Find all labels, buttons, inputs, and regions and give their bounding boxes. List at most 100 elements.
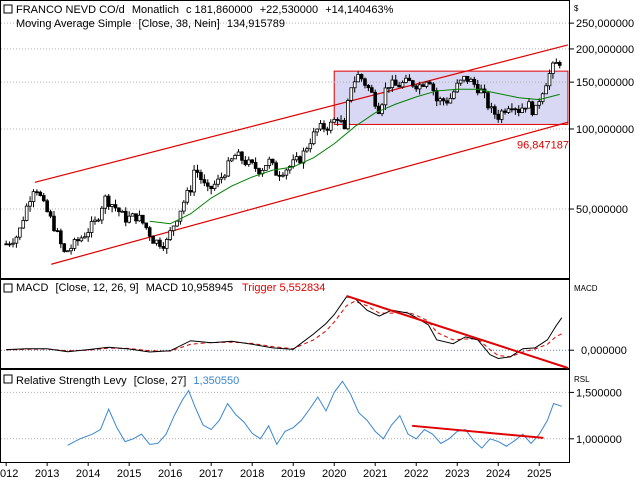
- price-tick-label: 100,000000: [576, 124, 634, 136]
- candle: [274, 160, 278, 176]
- macd-title: MACD: [16, 282, 48, 294]
- candle: [243, 156, 248, 167]
- candle-body: [113, 204, 118, 209]
- candle-body: [144, 222, 149, 229]
- sma-title: Moving Average Simple: [16, 18, 131, 30]
- candle: [431, 82, 436, 96]
- candle: [100, 205, 104, 225]
- candle-body: [24, 205, 29, 221]
- candle-body: [527, 101, 531, 109]
- candle: [137, 210, 142, 222]
- candle: [134, 213, 138, 225]
- candle-body: [79, 237, 84, 242]
- candle: [400, 80, 405, 89]
- candle: [209, 185, 213, 195]
- instrument-title: FRANCO NEVD CO/d: [16, 4, 125, 16]
- candle: [14, 235, 19, 248]
- x-tick-label: 2021: [363, 468, 387, 480]
- candle-body: [356, 74, 360, 83]
- candle: [48, 209, 53, 219]
- x-tick-label: 2014: [76, 468, 100, 480]
- candle-body: [431, 83, 436, 92]
- candle: [21, 216, 26, 229]
- candle: [308, 138, 313, 153]
- candle: [233, 153, 237, 160]
- candle: [465, 75, 470, 85]
- candle-body: [441, 98, 446, 102]
- rsl-collapse-icon[interactable]: [3, 374, 13, 384]
- range-box: [333, 70, 569, 125]
- candle-body: [376, 105, 381, 114]
- candle-body: [510, 108, 514, 111]
- candle: [82, 232, 87, 239]
- candle: [349, 87, 354, 103]
- candle: [223, 173, 227, 181]
- rsl-tick-label: 1,500000: [576, 387, 622, 399]
- macd-pane: [0, 279, 570, 369]
- candle-body: [127, 215, 131, 223]
- rsl-title: Relative Strength Levy: [16, 375, 127, 387]
- candle: [520, 103, 524, 114]
- price-tick-label: 50,000000: [576, 204, 628, 216]
- candle: [489, 102, 494, 114]
- x-tick-label: 2025: [527, 468, 551, 480]
- candle: [267, 156, 272, 169]
- candle-body: [236, 151, 241, 156]
- candle-body: [322, 123, 326, 130]
- candle: [31, 189, 36, 208]
- candle: [332, 117, 337, 123]
- candle-body: [369, 87, 374, 93]
- candle: [411, 79, 415, 88]
- candle: [236, 149, 241, 156]
- rsl-params: [Close, 27]: [134, 375, 187, 387]
- candle-body: [387, 87, 391, 89]
- candle-body: [110, 204, 114, 207]
- candle-body: [48, 211, 53, 217]
- candle-body: [301, 150, 306, 164]
- candle-body: [253, 162, 258, 169]
- sma-header: Moving Average Simple [Close, 38, Nein] …: [16, 18, 285, 30]
- candle: [253, 157, 258, 172]
- candle: [534, 104, 538, 116]
- candle-body: [530, 101, 535, 116]
- pane-collapse-icon[interactable]: [3, 4, 13, 14]
- candle: [479, 84, 483, 94]
- candle: [212, 180, 217, 191]
- candle: [202, 174, 207, 187]
- candle: [475, 79, 480, 96]
- candle: [339, 115, 343, 124]
- candle: [93, 216, 97, 225]
- candle: [510, 103, 514, 113]
- candle-body: [212, 183, 217, 189]
- candle-body: [489, 106, 494, 109]
- candle-body: [14, 236, 19, 244]
- x-tick-label: 2013: [35, 468, 59, 480]
- candle-body: [479, 88, 483, 94]
- candle-body: [366, 84, 371, 89]
- candle: [120, 209, 125, 213]
- candle-body: [547, 73, 552, 87]
- candle-body: [158, 239, 162, 247]
- candle-body: [219, 177, 224, 180]
- candle-body: [373, 91, 378, 107]
- candle: [397, 81, 401, 88]
- candle-body: [520, 107, 524, 113]
- candle: [557, 60, 562, 69]
- candle: [346, 98, 350, 131]
- macd-axis-label: MACD: [574, 284, 598, 293]
- candle-body: [383, 87, 388, 106]
- price-y-axis: 50,000000 100,000000 150,000000 200,000000 2…: [570, 18, 634, 216]
- candle-body: [267, 158, 272, 166]
- candle: [106, 194, 111, 210]
- candle: [363, 77, 367, 89]
- candle: [38, 190, 43, 197]
- candle: [28, 196, 32, 212]
- macd-collapse-icon[interactable]: [3, 283, 13, 293]
- candle: [516, 105, 521, 117]
- candle: [356, 71, 360, 83]
- candle-body: [147, 227, 152, 237]
- candle: [496, 109, 501, 123]
- candle: [390, 75, 395, 93]
- candle-body: [434, 90, 439, 102]
- candle: [530, 100, 535, 117]
